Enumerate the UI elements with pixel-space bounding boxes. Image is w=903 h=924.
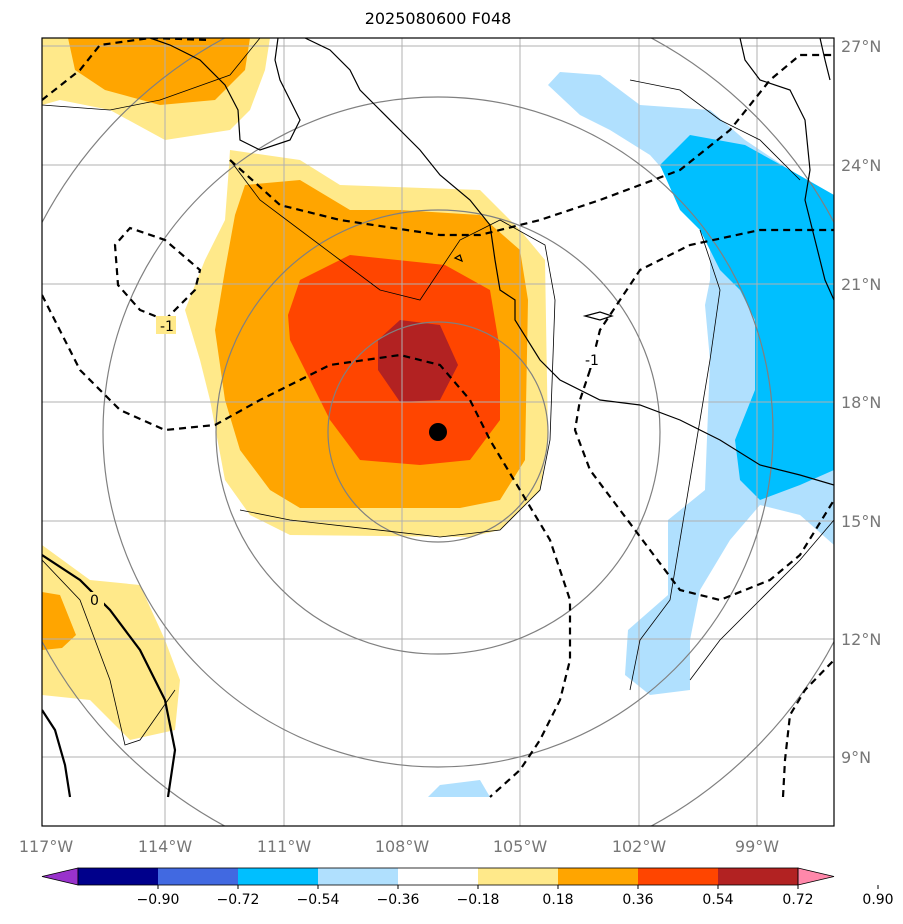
lat-label: 9°N [841, 748, 871, 767]
shade-neg0.36-east [660, 135, 834, 500]
colorbar-level-label: 0.72 [782, 892, 813, 908]
map-title: 2025080600 F048 [364, 9, 512, 28]
colorbar-level-label: 0.54 [702, 892, 733, 908]
positive-anomaly-shading [42, 38, 548, 740]
colorbar-level-label: 0.36 [622, 892, 653, 908]
colorbar-level-label: −0.90 [137, 892, 180, 908]
lon-label: 108°W [375, 837, 430, 856]
colorbar-level-label: −0.54 [297, 892, 340, 908]
colorbar-level-label: 0.90 [862, 892, 893, 908]
zero-contours [42, 554, 177, 798]
range-rings [42, 38, 834, 826]
colorbar-extend-low [41, 867, 79, 886]
contour-labels: -1 -1 0 [88, 316, 600, 609]
colorbar-segment [318, 868, 398, 885]
lat-label: 18°N [841, 393, 881, 412]
colorbar-level-label: −0.72 [217, 892, 260, 908]
coastline [149, 38, 834, 486]
negative-anomaly-shading [428, 72, 834, 797]
colorbar: −0.90 −0.72 −0.54 −0.36 −0.18 0.18 0.36 0.54 0.7… [41, 867, 894, 908]
lon-label: 99°W [735, 837, 779, 856]
lat-label: 27°N [841, 37, 881, 56]
map-frame [41, 37, 835, 827]
shade-neg0.18-south [428, 780, 490, 797]
map-area [42, 38, 834, 826]
contour-label: 0 [90, 593, 99, 609]
contour-label: -1 [160, 319, 174, 335]
colorbar-level-label: −0.36 [377, 892, 420, 908]
colorbar-segment [78, 868, 158, 885]
shade-0.36-bottomleft [42, 592, 76, 650]
colorbar-segment [558, 868, 638, 885]
lat-labels: 27°N 24°N 21°N 18°N 15°N 12°N 9°N [841, 37, 881, 767]
contour-label: -1 [585, 353, 599, 369]
negative-contours [42, 38, 834, 798]
lon-label: 102°W [612, 837, 667, 856]
colorbar-segment [398, 868, 478, 885]
lat-label: 21°N [841, 275, 881, 294]
storm-center-marker [429, 423, 447, 441]
lon-label: 105°W [493, 837, 548, 856]
shade-0.72-main [378, 320, 458, 402]
colorbar-segment [478, 868, 558, 885]
colorbar-extend-high [797, 867, 835, 886]
colorbar-level-label: −0.18 [457, 892, 500, 908]
colorbar-level-label: 0.18 [542, 892, 573, 908]
lat-label: 24°N [841, 156, 881, 175]
lat-label: 15°N [841, 512, 881, 531]
borders [42, 38, 834, 746]
colorbar-segment [638, 868, 718, 885]
shade-0.18-bottomleft [42, 545, 180, 740]
lon-label: 114°W [138, 837, 193, 856]
colorbar-outline [77, 867, 799, 886]
colorbar-segment [238, 868, 318, 885]
colorbar-segment [718, 868, 798, 885]
lon-label: 117°W [19, 837, 74, 856]
lon-labels: 117°W 114°W 111°W 108°W 105°W 102°W 99°W [19, 837, 779, 856]
lat-label: 12°N [841, 630, 881, 649]
colorbar-segment [158, 868, 238, 885]
shade-0.36-topleft [68, 38, 250, 105]
lon-label: 111°W [257, 837, 312, 856]
